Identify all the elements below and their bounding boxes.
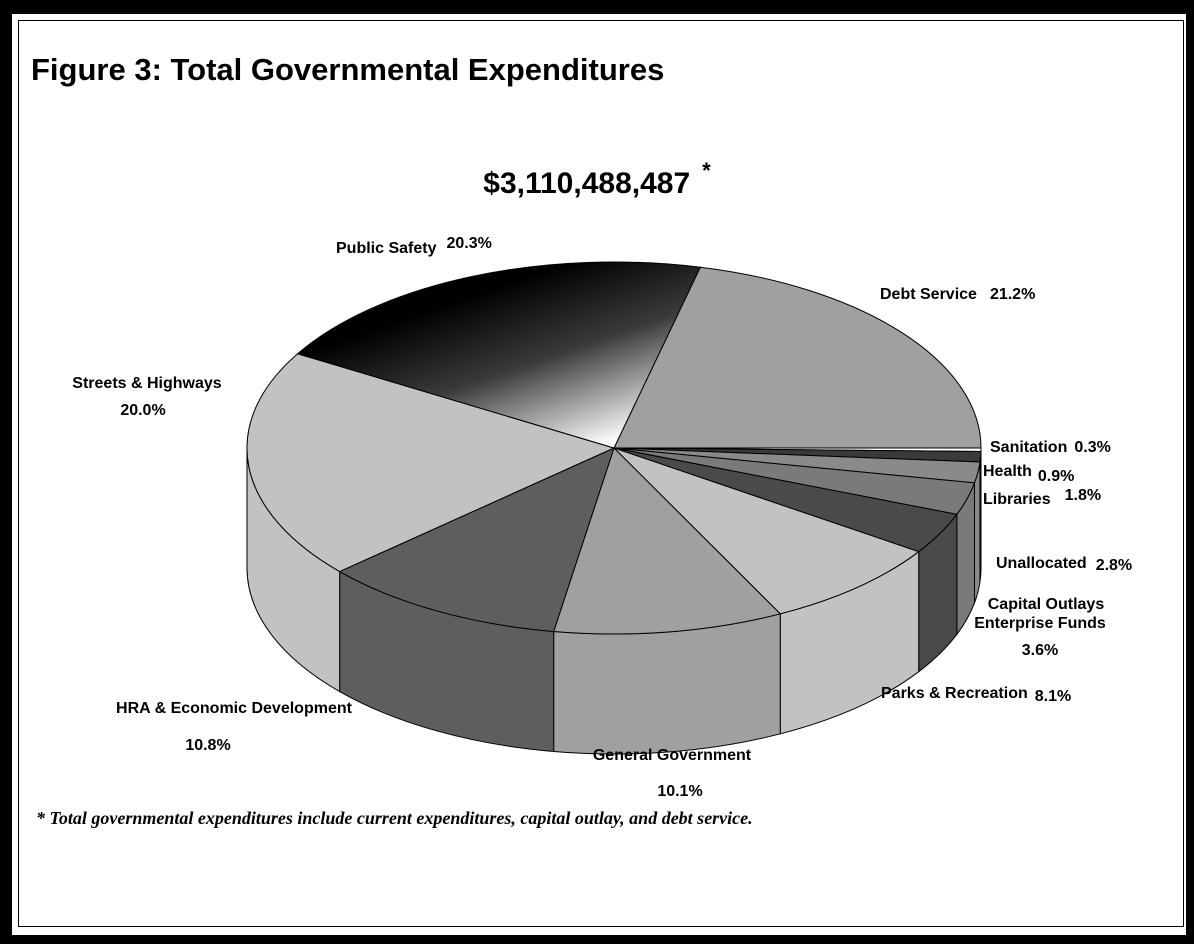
pct-hra-economic-development: 10.8% xyxy=(185,737,230,754)
pie-slice-general-government xyxy=(553,447,782,635)
pie-slice-hra-and-economic-development xyxy=(338,447,615,633)
total-amount-line: $3,110,488,487 * xyxy=(0,158,1194,201)
pie-side-general-government xyxy=(553,613,781,755)
pct-general-government: 10.1% xyxy=(657,783,702,800)
label-public-safety: Public Safety xyxy=(336,240,437,257)
label-streets-highways: Streets & Highways xyxy=(72,375,221,392)
pct-unallocated: 2.8% xyxy=(1096,557,1132,574)
pie-side-libraries xyxy=(973,461,981,604)
label-hra-economic-development: HRA & Economic Development xyxy=(116,700,353,717)
pct-capital-outlays: 3.6% xyxy=(1022,642,1058,659)
label-parks-recreation: Parks & Recreation xyxy=(881,685,1028,702)
figure-inner-frame xyxy=(18,20,1184,927)
label-health: Health xyxy=(983,463,1032,480)
label-unallocated: Unallocated xyxy=(996,555,1087,572)
label-capital-outlays-line1: Capital Outlays xyxy=(988,596,1105,613)
pie-slice-debt-service xyxy=(613,266,982,449)
pct-health: 0.9% xyxy=(1038,468,1074,485)
label-sanitation: Sanitation xyxy=(990,439,1067,456)
label-debt-service: Debt Service xyxy=(880,286,977,303)
label-capital-outlays-line2: Enterprise Funds xyxy=(974,615,1106,632)
pie-slice-parks-and-recreation xyxy=(613,447,920,615)
pct-public-safety: 20.3% xyxy=(446,235,491,252)
pie-slice-streets-and-highways xyxy=(246,353,616,573)
pct-parks-recreation: 8.1% xyxy=(1035,688,1071,705)
footnote: * Total governmental expenditures includ… xyxy=(36,808,753,828)
label-general-government: General Government xyxy=(593,747,752,764)
pct-debt-service: 21.2% xyxy=(990,286,1035,303)
total-footnote-marker: * xyxy=(702,158,711,183)
pie-top-slices xyxy=(246,261,982,635)
pct-sanitation: 0.3% xyxy=(1074,439,1110,456)
pie-side-walls xyxy=(246,447,982,755)
label-libraries: Libraries xyxy=(983,491,1051,508)
pct-streets-highways: 20.0% xyxy=(120,402,165,419)
pct-libraries: 1.8% xyxy=(1065,487,1101,504)
figure-title: Figure 3: Total Governmental Expenditure… xyxy=(31,52,665,87)
total-amount: $3,110,488,487 xyxy=(483,167,691,200)
pie-slice-public-safety xyxy=(296,261,702,449)
